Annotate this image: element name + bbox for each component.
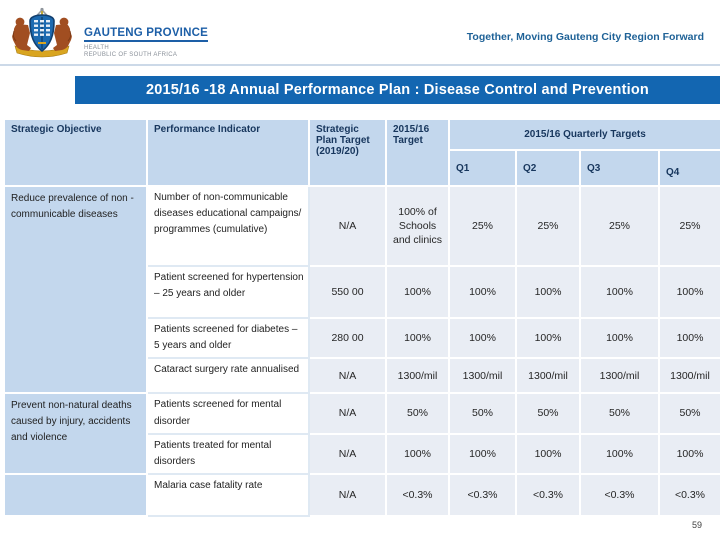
- coat-of-arms-icon: [12, 7, 72, 58]
- table-row: Reduce prevalence of non -communicable d…: [3, 184, 720, 395]
- q4-cell: 1300/mil: [658, 357, 720, 395]
- col-header-q2: Q2: [515, 149, 581, 187]
- annual-target-cell: <0.3%: [385, 473, 450, 518]
- q1-cell: 100%: [448, 316, 517, 360]
- objective-cell: Reduce prevalence of non -communicable d…: [3, 184, 148, 395]
- q2-cell: 100%: [515, 265, 581, 319]
- objective-cell: [3, 473, 148, 518]
- header-divider: [0, 64, 720, 66]
- annual-target-cell: 50%: [385, 392, 450, 435]
- table-row: Patients screened for diabetes – 5 years…: [4, 316, 720, 360]
- col-header-quarterly-targets: 2015/16 Quarterly Targets: [448, 118, 720, 151]
- indicator-cell: Patients screened for diabetes – 5 years…: [146, 316, 310, 360]
- q3-cell: 100%: [579, 432, 660, 476]
- page-number: 59: [691, 520, 702, 530]
- performance-table: Strategic Objective Performance Indicato…: [3, 118, 720, 518]
- q4-cell: 100%: [658, 316, 720, 360]
- table-row: Malaria case fatality rate N/A <0.3% <0.…: [3, 473, 720, 518]
- table-row: Cataract surgery rate annualised N/A 130…: [4, 357, 720, 395]
- q4-cell: 100%: [658, 265, 720, 319]
- left-lion-shape: [12, 17, 31, 51]
- q2-cell: 25%: [515, 185, 581, 267]
- q1-cell: 1300/mil: [448, 357, 517, 395]
- col-header-q1: Q1: [448, 149, 517, 187]
- table-row: Patient screened for hypertension – 25 y…: [4, 265, 720, 319]
- annual-target-cell: 100%: [385, 316, 450, 360]
- q3-cell: 1300/mil: [579, 357, 660, 395]
- table-row: Patients treated for mental disorders N/…: [4, 432, 720, 476]
- q3-cell: <0.3%: [579, 473, 660, 518]
- logo-org-name: GAUTENG PROVINCE: [84, 27, 208, 42]
- col-header-q3: Q3: [579, 149, 660, 187]
- q4-cell: 50%: [658, 392, 720, 435]
- q3-cell: 100%: [579, 316, 660, 360]
- indicator-cell: Cataract surgery rate annualised: [146, 357, 310, 395]
- shield-pattern: [34, 20, 50, 36]
- q1-cell: 100%: [448, 432, 517, 476]
- slide-title: 2015/16 -18 Annual Performance Plan : Di…: [75, 76, 720, 104]
- q4-cell: 100%: [658, 432, 720, 476]
- q4-cell: <0.3%: [658, 473, 720, 518]
- table-row: Prevent non-natural deaths caused by inj…: [3, 392, 720, 476]
- q1-cell: 25%: [448, 185, 517, 267]
- plan-target-cell: N/A: [308, 473, 387, 518]
- plan-target-cell: N/A: [308, 432, 387, 476]
- annual-target-cell: 100%: [385, 265, 450, 319]
- q2-cell: <0.3%: [515, 473, 581, 518]
- logo-country: REPUBLIC OF SOUTH AFRICA: [84, 52, 178, 58]
- annual-target-cell: 100%: [385, 432, 450, 476]
- q2-cell: 50%: [515, 392, 581, 435]
- q4-cell: 25%: [658, 185, 720, 267]
- annual-target-cell: 1300/mil: [385, 357, 450, 395]
- q1-cell: 50%: [448, 392, 517, 435]
- q1-cell: 100%: [448, 265, 517, 319]
- logo-dept: HEALTH: [84, 45, 110, 51]
- right-lion-shape: [53, 17, 72, 51]
- col-header-q4: Q4: [658, 149, 720, 187]
- q2-cell: 100%: [515, 432, 581, 476]
- q3-cell: 50%: [579, 392, 660, 435]
- q3-cell: 100%: [579, 265, 660, 319]
- col-header-strategic-objective: Strategic Objective: [3, 118, 148, 187]
- col-header-2015-16-target: 2015/16 Target: [385, 118, 450, 187]
- plan-target-cell: N/A: [308, 392, 387, 435]
- q1-cell: <0.3%: [448, 473, 517, 518]
- logo-text: GAUTENG PROVINCE HEALTH REPUBLIC OF SOUT…: [84, 23, 208, 58]
- indicator-cell: Malaria case fatality rate: [146, 473, 310, 518]
- col-header-performance-indicator: Performance Indicator: [146, 118, 310, 187]
- tagline: Together, Moving Gauteng City Region For…: [466, 31, 704, 43]
- q2-cell: 1300/mil: [515, 357, 581, 395]
- plan-target-cell: 550 00: [308, 265, 387, 319]
- indicator-cell: Patient screened for hypertension – 25 y…: [146, 265, 310, 319]
- plan-target-cell: N/A: [308, 357, 387, 395]
- q2-cell: 100%: [515, 316, 581, 360]
- indicator-cell: Number of non-communicable diseases educ…: [146, 185, 310, 267]
- objective-cell: Prevent non-natural deaths caused by inj…: [3, 392, 148, 476]
- indicator-cell: Patients treated for mental disorders: [146, 432, 310, 476]
- plan-target-cell: 280 00: [308, 316, 387, 360]
- annual-target-cell: 100% of Schools and clinics: [385, 185, 450, 267]
- plan-target-cell: N/A: [308, 185, 387, 267]
- q3-cell: 25%: [579, 185, 660, 267]
- gauteng-logo: GAUTENG PROVINCE HEALTH REPUBLIC OF SOUT…: [10, 7, 208, 61]
- col-header-strategic-plan-target: Strategic Plan Target (2019/20): [308, 118, 387, 187]
- indicator-cell: Patients screened for mental disorder: [146, 392, 310, 435]
